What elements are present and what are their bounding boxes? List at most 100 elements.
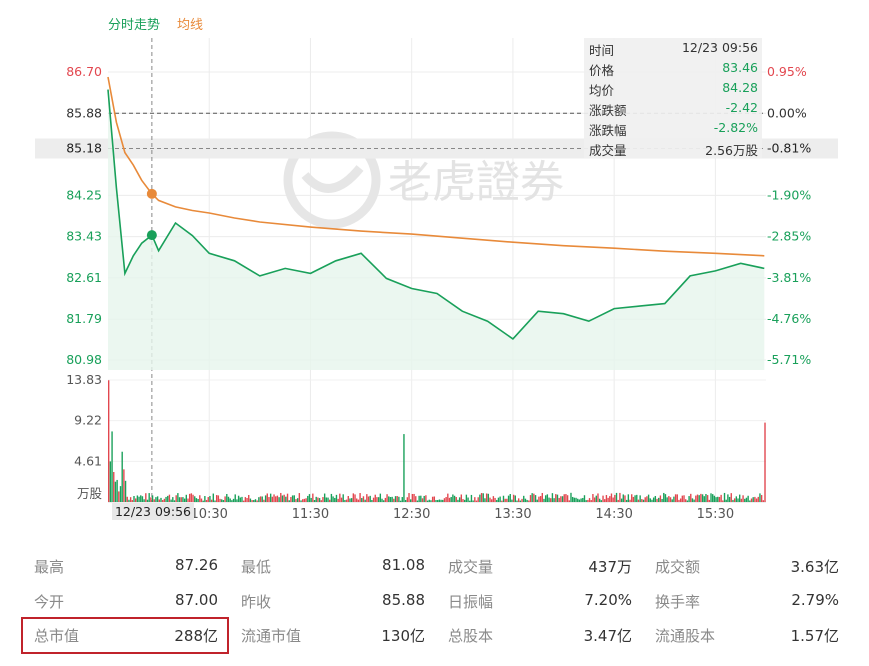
x-tick: 14:30 — [595, 507, 632, 520]
volume-bar — [543, 498, 545, 502]
volume-bar — [418, 495, 420, 502]
volume-bar — [469, 500, 471, 502]
volume-bar — [517, 498, 520, 502]
volume-bar — [217, 495, 220, 502]
volume-bar — [121, 451, 123, 502]
volume-bar — [248, 494, 250, 502]
volume-bar — [361, 498, 363, 502]
volume-bar — [379, 493, 382, 502]
volume-bar — [651, 499, 653, 502]
volume-bar — [656, 498, 658, 502]
volume-bar — [413, 493, 415, 502]
y-tick-left: 86.70 — [66, 64, 102, 79]
volume-bar — [188, 493, 191, 502]
volume-bar — [511, 499, 513, 502]
volume-bar — [713, 495, 716, 502]
volume-bar — [524, 498, 527, 502]
volume-bar — [138, 496, 140, 502]
volume-bar — [411, 493, 414, 502]
volume-bar — [629, 499, 631, 502]
volume-bar — [256, 500, 258, 502]
volume-bar — [442, 499, 444, 502]
stat-value-high: 87.26 — [175, 556, 218, 574]
volume-bar — [561, 496, 564, 502]
volume-bar — [258, 497, 260, 502]
volume-bar — [428, 499, 430, 502]
volume-bar — [720, 494, 722, 502]
volume-bar — [541, 492, 543, 502]
x-tick: 11:30 — [292, 507, 329, 520]
volume-bar — [204, 496, 206, 502]
volume-bar — [317, 497, 319, 502]
volume-bar — [293, 495, 295, 502]
volume-bar — [757, 496, 759, 502]
volume-bar — [275, 496, 277, 502]
volume-bar — [207, 497, 209, 502]
volume-bar — [134, 498, 137, 502]
volume-bar — [558, 497, 560, 502]
tooltip-value: 84.28 — [722, 80, 758, 95]
volume-bar — [268, 497, 270, 502]
volume-bar — [705, 494, 707, 502]
volume-bar — [735, 496, 738, 502]
volume-bar — [337, 498, 339, 502]
volume-bar — [285, 496, 287, 502]
volume-bar — [129, 497, 132, 502]
volume-bar — [167, 495, 169, 502]
volume-bar — [342, 494, 344, 502]
volume-bar — [327, 497, 329, 502]
volume-bar — [404, 499, 407, 502]
volume-bar — [165, 496, 167, 502]
volume-bar — [236, 499, 238, 502]
tooltip-label: 涨跌额 — [589, 103, 627, 118]
volume-bar — [487, 493, 490, 502]
volume-bar — [237, 495, 240, 502]
volume-bar — [575, 497, 577, 502]
volume-bar — [143, 499, 145, 502]
volume-bar — [286, 493, 289, 502]
volume-bar — [722, 500, 724, 502]
tooltip-row-price: 价格 83.46 — [584, 60, 762, 80]
volume-bar — [690, 493, 692, 502]
volume-bar — [377, 497, 380, 502]
volume-bar — [219, 498, 221, 502]
stat-value-turnover-rate: 2.79% — [791, 591, 839, 609]
tooltip-row-avg: 均价 84.28 — [584, 80, 762, 100]
volume-bar — [615, 492, 618, 502]
volume-bar — [124, 480, 127, 502]
volume-bar — [652, 497, 655, 502]
volume-bar — [185, 494, 187, 502]
volume-bar — [178, 497, 181, 502]
volume-bar — [740, 498, 743, 502]
volume-bar — [296, 498, 299, 502]
volume-bar — [271, 496, 274, 502]
volume-bar — [602, 495, 604, 502]
volume-bar — [750, 498, 753, 502]
volume-bar — [239, 497, 241, 502]
volume-bar — [302, 499, 304, 502]
volume-bar — [420, 495, 422, 502]
volume-bar — [209, 496, 211, 502]
volume-bar — [123, 469, 125, 502]
volume-bar — [681, 495, 684, 502]
volume-bar — [693, 499, 695, 502]
tooltip-label: 成交量 — [589, 143, 627, 158]
average-line — [107, 76, 765, 257]
volume-bar — [381, 498, 383, 502]
stat-label-market-cap: 总市值 — [34, 627, 80, 645]
volume-bar — [156, 496, 159, 502]
volume-bar — [318, 498, 321, 502]
volume-bar — [573, 497, 576, 502]
volume-bar — [408, 493, 410, 502]
volume-bar — [605, 495, 608, 502]
volume-bar — [701, 494, 704, 502]
volume-bar — [450, 496, 452, 502]
volume-bar — [307, 495, 309, 502]
volume-bar — [322, 497, 324, 502]
crosshair-tooltip: 时间 12/23 09:56 价格 83.46 均价 84.28 涨跌额 -2.… — [584, 38, 762, 158]
volume-tick: 万股 — [77, 486, 103, 501]
volume-bar — [669, 497, 672, 502]
volume-bar — [548, 497, 550, 502]
volume-bar — [111, 431, 113, 502]
volume-bar — [222, 500, 225, 502]
